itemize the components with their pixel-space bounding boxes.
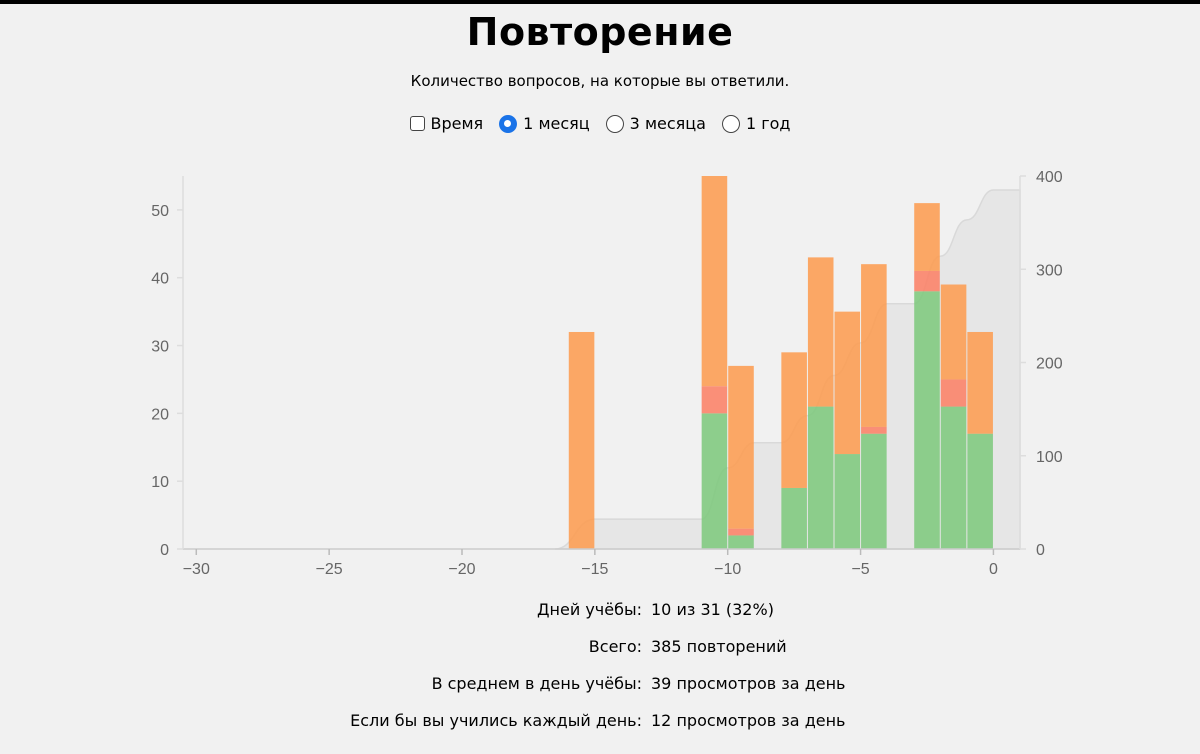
bar-segment: [701, 386, 728, 414]
stat-value: 385 повторений: [651, 637, 787, 656]
x-tick-label: 0: [989, 561, 998, 578]
range-radio-1-year[interactable]: [721, 114, 740, 133]
x-tick-label: −15: [581, 561, 608, 578]
x-tick-label: −5: [851, 561, 869, 578]
page-subtitle: Количество вопросов, на которые вы ответ…: [410, 72, 790, 90]
y2-tick-label: 200: [1036, 356, 1063, 373]
stat-label: В среднем в день учёбы:: [431, 674, 642, 693]
y-tick-label: 10: [151, 474, 169, 491]
stats-table: Дней учёбы: 10 из 31 (32%) Всего: 385 по…: [0, 600, 1200, 748]
x-tick-label: −25: [316, 561, 343, 578]
range-controls: Время 1 месяц 3 месяца 1 год: [0, 114, 1200, 133]
bar-segment: [861, 426, 887, 434]
stat-value: 10 из 31 (32%): [651, 600, 774, 619]
range-option-1-month[interactable]: 1 месяц: [499, 114, 590, 133]
y-tick-label: 50: [151, 203, 169, 220]
bar-segment: [834, 311, 861, 455]
bar-segment: [568, 331, 595, 549]
bar-segment: [861, 433, 887, 549]
range-label-1-month: 1 месяц: [523, 114, 590, 133]
stat-label: Если бы вы учились каждый день:: [350, 711, 642, 730]
stat-row-average-study-day: В среднем в день учёбы: 39 просмотров за…: [0, 674, 1200, 711]
y2-tick-label: 400: [1036, 169, 1063, 186]
range-label-3-months: 3 месяца: [629, 114, 706, 133]
range-option-3-months[interactable]: 3 месяца: [605, 114, 706, 133]
y2-tick-label: 0: [1036, 542, 1045, 559]
stat-label: Всего:: [588, 637, 642, 656]
cumulative-area: [554, 189, 1021, 550]
bar-segment: [781, 352, 807, 488]
bar-segment: [728, 535, 754, 549]
bar-segment: [701, 413, 728, 549]
time-checkbox-control[interactable]: Время: [409, 114, 484, 133]
time-checkbox-label: Время: [430, 114, 484, 133]
review-chart: −30 −25 −20 −15 −10 −5 0 0 10 20 30 40 50 0 100 200 300 4…: [151, 169, 1063, 578]
y2-tick-label: 300: [1036, 262, 1063, 279]
bar-segment: [967, 331, 993, 434]
range-radio-3-months[interactable]: [605, 114, 624, 133]
bar-segment: [807, 257, 834, 407]
x-tick-label: −10: [714, 561, 741, 578]
bar-segment: [967, 433, 993, 549]
bar-segment: [728, 528, 754, 536]
bar-segment: [914, 203, 940, 271]
range-radio-1-month[interactable]: [499, 114, 518, 133]
stat-row-average-every-day: Если бы вы учились каждый день: 12 просм…: [0, 711, 1200, 748]
stat-value: 12 просмотров за день: [651, 711, 846, 730]
bar-segment: [940, 406, 967, 549]
range-label-1-year: 1 год: [745, 114, 791, 133]
x-tick-label: −30: [183, 561, 210, 578]
bar-segment: [914, 291, 940, 549]
stat-row-total: Всего: 385 повторений: [0, 637, 1200, 674]
bar-segment: [940, 284, 967, 380]
y-tick-label: 40: [151, 271, 169, 288]
time-checkbox[interactable]: [409, 116, 425, 131]
page-title: Повторение: [466, 10, 734, 54]
y2-tick-label: 100: [1036, 449, 1063, 466]
bar-segment: [807, 406, 834, 549]
bar-segment: [834, 454, 861, 549]
bar-segment: [728, 365, 754, 529]
y-tick-label: 0: [160, 542, 169, 559]
bar-segment: [861, 264, 887, 427]
stat-label: Дней учёбы:: [537, 600, 642, 619]
y-tick-label: 30: [151, 339, 169, 356]
y-tick-label: 20: [151, 406, 169, 423]
top-border: [0, 0, 1200, 4]
bar-segment: [781, 487, 807, 549]
bar-segment: [940, 379, 967, 407]
x-tick-label: −20: [448, 561, 475, 578]
bar-segment: [914, 270, 940, 292]
stat-value: 39 просмотров за день: [651, 674, 846, 693]
stat-row-study-days: Дней учёбы: 10 из 31 (32%): [0, 600, 1200, 637]
range-option-1-year[interactable]: 1 год: [721, 114, 791, 133]
bar-segment: [701, 176, 728, 387]
